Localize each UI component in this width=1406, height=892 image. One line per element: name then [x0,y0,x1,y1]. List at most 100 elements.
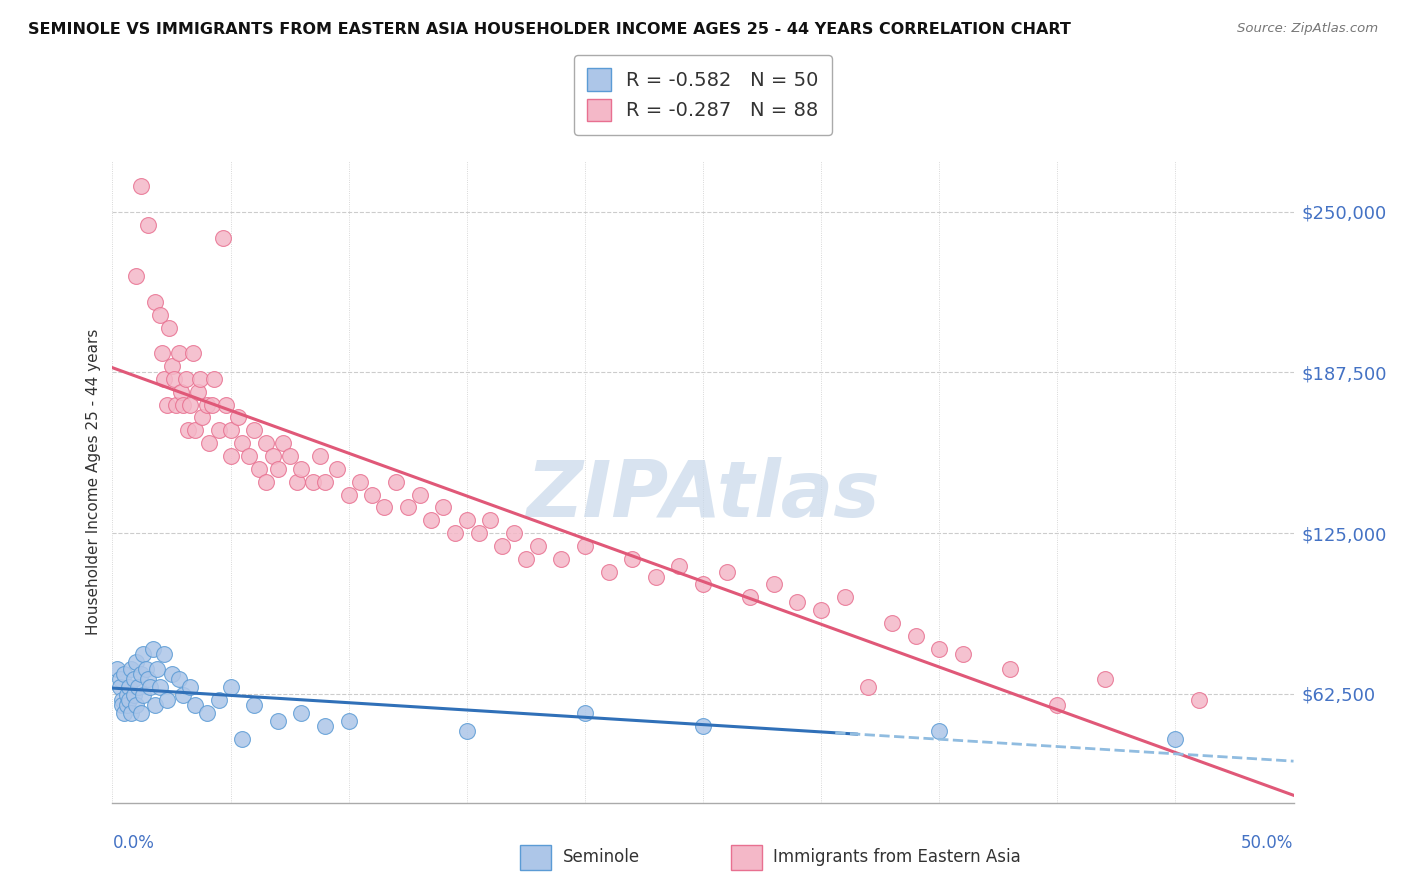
Point [254,475,277,489]
Point [167,673,190,687]
Point [108,680,131,694]
Point [598,565,620,579]
Point [120,662,142,676]
Text: Source: ZipAtlas.com: Source: ZipAtlas.com [1237,22,1378,36]
Point [314,475,336,489]
Point [271,436,294,450]
Point [1046,698,1069,713]
Text: Immigrants from Eastern Asia: Immigrants from Eastern Asia [773,848,1021,866]
Point [149,680,172,694]
Y-axis label: Householder Income Ages 25 - 44 years: Householder Income Ages 25 - 44 years [86,328,101,635]
Point [156,398,179,412]
Point [247,462,270,476]
Point [904,629,927,643]
Point [491,539,513,553]
Point [127,680,149,694]
Point [188,372,211,386]
Point [456,723,478,738]
Point [834,591,856,605]
Point [361,487,384,501]
Point [167,346,190,360]
Point [198,436,221,450]
Point [385,475,408,489]
Point [243,698,266,713]
Point [129,706,152,720]
Point [420,513,443,527]
Point [432,500,454,515]
Point [153,372,176,386]
Point [142,641,165,656]
Point [195,398,218,412]
Text: Seminole: Seminole [562,848,640,866]
Point [202,372,225,386]
Point [125,698,148,713]
Point [122,688,145,702]
Point [515,551,537,566]
Point [153,647,176,661]
Point [219,423,242,437]
Point [337,714,360,728]
Point [212,230,235,244]
Point [762,577,785,591]
Point [118,693,141,707]
Point [238,449,260,463]
Point [880,615,903,630]
Point [243,423,266,437]
Point [160,667,183,681]
Point [156,693,179,707]
Text: ZIPAtlas: ZIPAtlas [526,457,880,533]
Point [550,551,572,566]
Point [132,688,155,702]
Point [170,384,193,399]
Point [716,565,738,579]
Point [928,641,950,656]
Point [231,731,253,746]
Point [467,526,489,541]
Point [129,179,152,194]
Point [184,423,207,437]
Point [302,475,325,489]
Point [195,706,218,720]
Point [115,698,138,713]
Point [143,294,166,309]
Point [179,398,201,412]
Point [146,662,169,676]
Point [132,647,155,661]
Point [314,719,336,733]
Point [125,269,148,284]
Point [150,346,173,360]
Point [215,398,238,412]
Point [574,706,596,720]
Text: SEMINOLE VS IMMIGRANTS FROM EASTERN ASIA HOUSEHOLDER INCOME AGES 25 - 44 YEARS C: SEMINOLE VS IMMIGRANTS FROM EASTERN ASIA… [28,22,1071,37]
Point [479,513,502,527]
Point [135,662,157,676]
Point [668,559,690,574]
Point [396,500,419,515]
Point [111,698,134,713]
Point [179,680,201,694]
Point [998,662,1021,676]
Point [174,372,197,386]
Point [157,320,180,334]
Point [278,449,301,463]
Point [526,539,548,553]
Point [858,680,880,694]
Point [326,462,349,476]
Point [186,384,208,399]
Point [208,423,231,437]
Point [1188,693,1211,707]
Point [952,647,974,661]
Point [267,714,290,728]
Point [181,346,204,360]
Point [1094,673,1116,687]
Point [444,526,467,541]
Point [408,487,430,501]
Point [219,680,242,694]
Point [115,688,138,702]
Point [621,551,644,566]
Point [165,398,187,412]
Point [574,539,596,553]
Point [201,398,224,412]
Point [786,595,808,609]
Point [108,673,131,687]
